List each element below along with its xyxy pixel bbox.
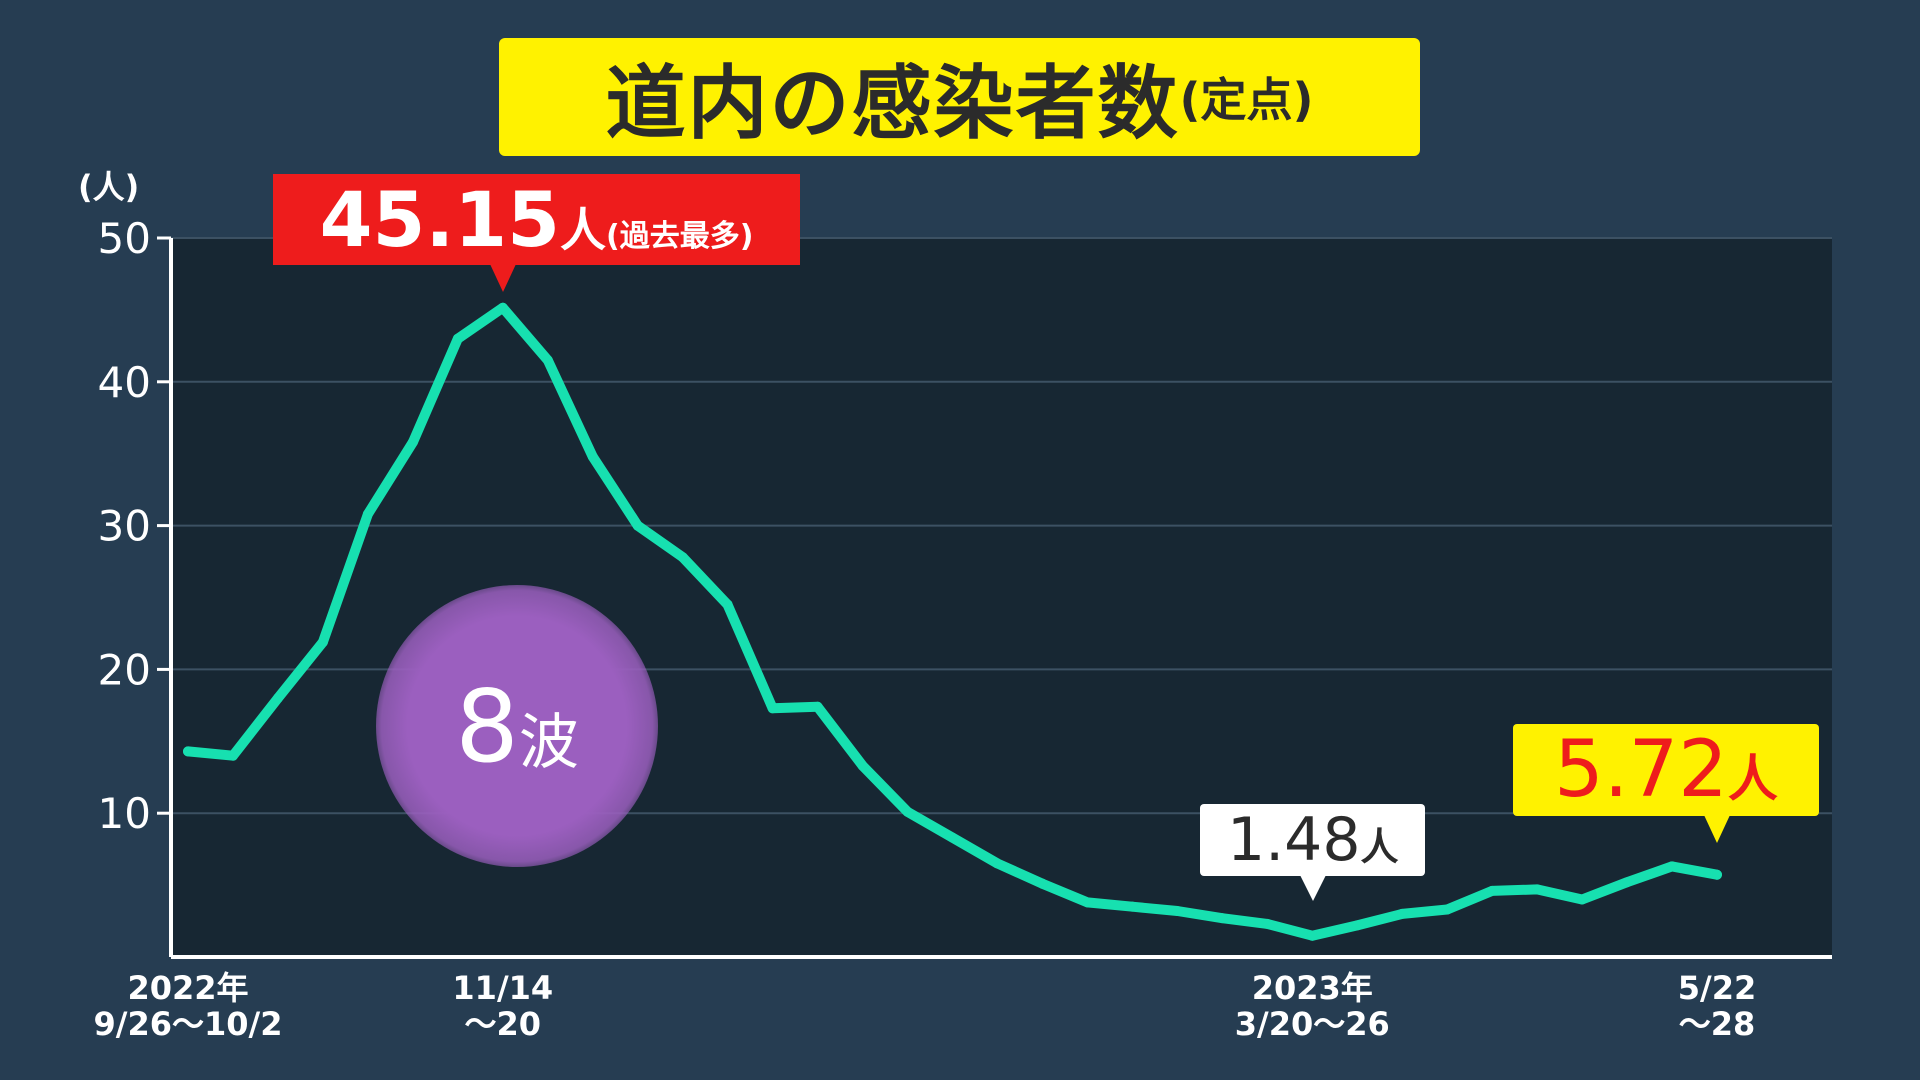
data-point — [497, 302, 508, 313]
data-point — [542, 355, 553, 366]
data-point — [1667, 861, 1678, 872]
data-point — [812, 701, 823, 712]
y-tick-label: 20 — [98, 645, 151, 694]
data-point — [767, 703, 778, 714]
data-point — [1397, 908, 1408, 919]
data-point — [947, 832, 958, 843]
data-point — [1307, 930, 1318, 941]
x-tick-label-line2: 〜28 — [1678, 1005, 1756, 1043]
data-point — [992, 858, 1003, 869]
peak-unit: 人 — [559, 203, 606, 257]
peak-value: 45.15 — [319, 175, 560, 264]
data-point — [677, 552, 688, 563]
data-point — [1577, 894, 1588, 905]
wave-label-circle: 8 波 — [376, 585, 658, 867]
data-point — [1262, 918, 1273, 929]
data-point — [1532, 884, 1543, 895]
data-point — [902, 806, 913, 817]
data-point — [1487, 885, 1498, 896]
data-point — [1712, 869, 1722, 880]
axes — [169, 238, 1832, 959]
latest-callout: 5.72 人 — [1513, 724, 1819, 843]
title-sub: (定点) — [1179, 73, 1314, 127]
data-point — [227, 750, 238, 761]
chart-title: 道内の感染者数 (定点) — [499, 38, 1420, 156]
data-point — [587, 451, 598, 462]
y-axis-unit-label: (人) — [78, 168, 140, 206]
x-tick-label-line1: 2023年 — [1251, 969, 1373, 1007]
wave-text: 波 — [518, 707, 579, 778]
data-point — [1217, 913, 1228, 924]
y-tick-label: 40 — [98, 358, 151, 407]
data-point — [722, 599, 733, 610]
x-tick-label: 5/22 〜28 — [1678, 970, 1756, 1042]
min-unit: 人 — [1360, 825, 1399, 869]
latest-unit: 人 — [1727, 750, 1778, 808]
data-point — [1172, 905, 1183, 916]
peak-pointer — [489, 264, 516, 292]
peak-note: (過去最多) — [605, 219, 754, 254]
wave-number: 8 — [455, 667, 519, 785]
data-point — [407, 437, 418, 448]
title-main: 道内の感染者数 — [605, 57, 1180, 150]
x-tick-label-line1: 11/14 — [452, 969, 554, 1007]
peak-callout: 45.15 人 (過去最多) — [273, 174, 800, 292]
data-point — [317, 637, 328, 648]
x-tick-label-line1: 2022年 — [127, 969, 249, 1007]
x-tick-label: 11/14 〜20 — [452, 970, 553, 1042]
data-point — [362, 509, 373, 520]
y-tick-label: 30 — [98, 502, 151, 551]
data-point — [1127, 901, 1138, 912]
data-point — [632, 520, 643, 531]
data-point — [1082, 897, 1093, 908]
x-tick-label-line1: 5/22 — [1677, 969, 1757, 1007]
min-callout: 1.48 人 — [1200, 804, 1426, 901]
plot-area — [171, 238, 1832, 957]
x-tick-label-line2: 3/20〜26 — [1234, 1005, 1390, 1043]
latest-value: 5.72 — [1554, 725, 1728, 815]
data-point — [1037, 878, 1048, 889]
x-tick-label: 2022年 9/26〜10/2 — [94, 970, 283, 1042]
latest-pointer — [1704, 815, 1730, 843]
x-tick-label-line2: 9/26〜10/2 — [93, 1005, 283, 1043]
data-point — [1622, 877, 1633, 888]
data-point — [183, 746, 193, 757]
x-tick-label-line2: 〜20 — [464, 1005, 542, 1043]
min-value: 1.48 — [1226, 805, 1361, 875]
data-point — [1442, 904, 1453, 915]
data-point — [857, 760, 868, 771]
min-pointer — [1299, 875, 1326, 901]
y-tick-label: 10 — [98, 789, 151, 838]
data-point — [452, 333, 463, 344]
data-point — [272, 693, 283, 704]
data-point — [1352, 920, 1363, 931]
y-tick-label: 50 — [98, 214, 151, 263]
y-axis-ticks: 10 20 30 40 50 — [98, 214, 171, 838]
x-tick-label: 2023年 3/20〜26 — [1235, 970, 1390, 1042]
